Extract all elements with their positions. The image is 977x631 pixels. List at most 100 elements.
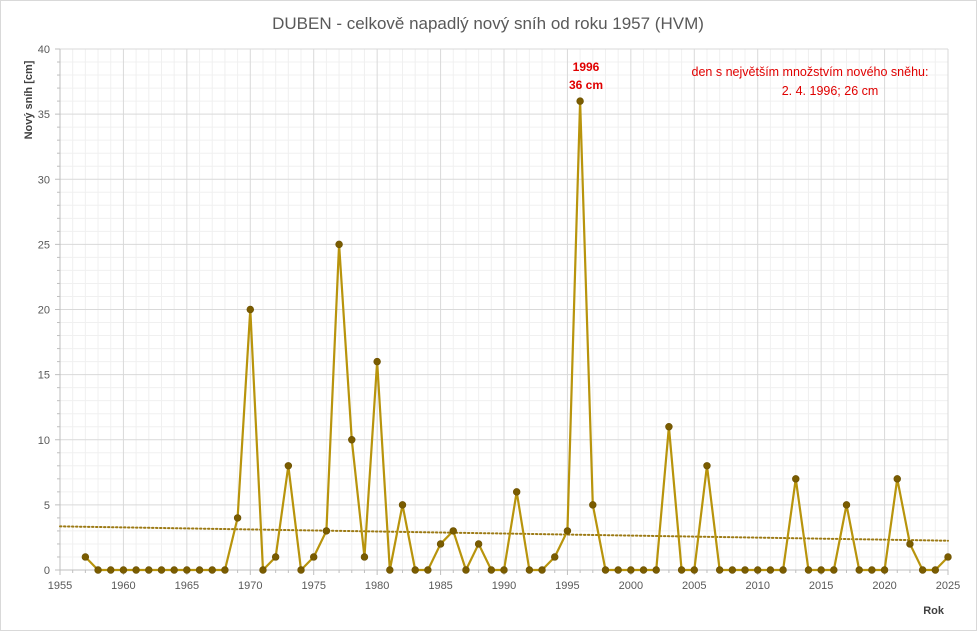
y-tick-label: 40 <box>38 44 50 56</box>
data-point <box>271 553 280 561</box>
data-point <box>830 566 838 574</box>
x-tick-label: 1985 <box>428 580 452 592</box>
data-point <box>81 553 90 561</box>
data-point <box>944 553 952 561</box>
data-point <box>677 566 686 574</box>
data-point <box>652 566 660 574</box>
x-tick-label: 1990 <box>492 580 516 592</box>
data-point <box>500 566 508 574</box>
x-tick-label: 1965 <box>175 580 199 592</box>
data-point <box>221 566 229 574</box>
linear-trendline <box>59 525 949 542</box>
x-tick-label: 2015 <box>809 580 833 592</box>
data-point <box>386 566 394 574</box>
data-point <box>792 475 800 483</box>
data-point <box>170 566 178 574</box>
data-point <box>690 566 698 574</box>
max-day-annotation-line2: 2. 4. 1996; 26 cm <box>782 84 879 98</box>
data-point <box>145 566 153 574</box>
data-point <box>741 566 749 574</box>
data-point <box>132 566 140 574</box>
data-point <box>563 527 572 535</box>
x-tick-label: 1955 <box>48 580 72 592</box>
x-tick-label: 2000 <box>619 580 643 592</box>
data-point <box>728 566 737 574</box>
x-tick-label: 1995 <box>555 580 579 592</box>
data-point <box>551 553 559 561</box>
data-point <box>868 566 876 574</box>
series-group <box>81 97 952 574</box>
data-point <box>880 566 889 574</box>
tick-labels: 1955 1960 1965 1970 1975 1980 1985 1990 1995 2000… <box>38 44 960 592</box>
peak-annotation-value: 36 cm <box>569 78 603 92</box>
data-point <box>119 566 128 574</box>
data-point <box>576 97 584 105</box>
data-point <box>601 566 610 574</box>
y-tick-label: 0 <box>44 565 50 577</box>
y-tick-label: 15 <box>38 370 50 382</box>
data-point <box>348 436 356 444</box>
y-tick-label: 5 <box>44 500 50 512</box>
x-tick-label: 1975 <box>301 580 325 592</box>
data-point <box>208 566 216 574</box>
data-point <box>754 566 762 574</box>
data-point <box>474 540 483 548</box>
data-point <box>284 462 293 470</box>
data-point <box>855 566 863 574</box>
data-point <box>183 566 191 574</box>
x-axis-label: Rok <box>923 605 945 617</box>
data-point <box>322 527 331 535</box>
data-point <box>804 566 813 574</box>
data-point <box>246 305 254 314</box>
data-point <box>424 566 432 574</box>
data-point <box>259 566 267 574</box>
data-point <box>107 566 115 574</box>
data-point <box>449 527 457 535</box>
data-point <box>297 566 305 574</box>
y-tick-label: 25 <box>38 239 50 251</box>
data-point <box>627 566 635 574</box>
data-point <box>525 566 534 574</box>
x-tick-label: 1980 <box>365 580 389 592</box>
data-point <box>487 566 496 574</box>
data-point <box>94 566 102 574</box>
data-point <box>512 488 521 496</box>
data-point <box>462 566 470 574</box>
x-tick-label: 2025 <box>936 580 960 592</box>
x-tick-label: 1970 <box>238 580 262 592</box>
data-point <box>195 566 204 574</box>
chart-title: DUBEN - celkově napadlý nový sníh od rok… <box>272 14 704 33</box>
data-point <box>703 462 711 470</box>
data-point <box>639 566 648 574</box>
data-point <box>157 566 166 574</box>
data-point <box>906 540 914 548</box>
data-point <box>373 357 381 366</box>
data-point <box>766 566 775 574</box>
y-axis-label: Nový sníh [cm] <box>23 60 35 139</box>
data-point <box>360 553 369 561</box>
y-tick-label: 35 <box>38 109 50 121</box>
data-point <box>233 514 242 522</box>
peak-annotation-year: 1996 <box>573 60 600 74</box>
data-point <box>538 566 546 574</box>
data-point <box>310 553 318 561</box>
y-tick-label: 20 <box>38 305 50 317</box>
x-tick-label: 2005 <box>682 580 706 592</box>
x-tick-label: 2010 <box>745 580 769 592</box>
data-point <box>398 501 407 509</box>
x-tick-label: 2020 <box>872 580 896 592</box>
y-tick-label: 10 <box>38 435 50 447</box>
data-point <box>918 566 927 574</box>
data-point <box>842 501 851 509</box>
data-point <box>614 566 622 574</box>
data-point <box>665 423 673 431</box>
data-point <box>715 566 724 574</box>
max-day-annotation-line1: den s největším množstvím nového sněhu: <box>692 65 929 79</box>
data-point <box>411 566 419 574</box>
data-point <box>436 540 445 548</box>
data-point <box>589 501 597 509</box>
data-point <box>335 240 343 249</box>
